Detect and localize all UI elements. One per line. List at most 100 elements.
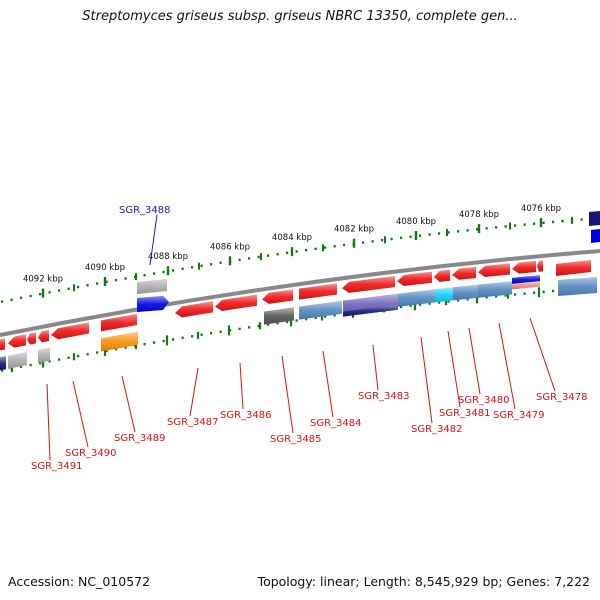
cog-box-shade [0,356,6,371]
scale-dot [48,360,51,363]
cds-arrow-shade [537,260,543,272]
scale-dot [276,322,279,325]
scale-label: 4078 kbp [459,210,499,220]
scale-label: 4076 kbp [521,204,561,214]
scale-tick-major [539,218,543,228]
gene-label: SGR_3491 [31,461,83,472]
cds-arrow-shade [452,266,476,280]
scale-dot [229,329,232,332]
gene-label-sgr-3488: SGR_3488 [119,205,171,216]
gene-label-layer: SGR_3488 SGR_3491SGR_3490SGR_3489SGR_348… [31,205,588,472]
leader-line [447,330,461,408]
cog-box-shade [8,352,27,369]
scale-dot [466,298,469,301]
scale-dot [523,292,526,295]
scale-tick-minor [506,291,510,299]
scale-dot [105,349,108,353]
cog-box-shade [343,293,398,314]
scale-dot [485,296,488,299]
scale-tick-minor [571,216,573,224]
gene-label: SGR_3482 [411,424,463,435]
cog-box-shade [299,300,342,320]
scale-tick-major [227,325,231,336]
leader-line [281,355,294,434]
scale-tick-minor [196,331,200,339]
scale-tick-minor [260,253,262,261]
scale-tick-minor [320,313,324,321]
cds-arrow-shade [512,261,536,274]
gene-block [137,296,169,312]
gene-label: SGR_3479 [493,410,545,421]
scale-dot [257,255,260,259]
scale-dot [561,219,564,223]
scale-dot [115,347,118,351]
scale-dot [96,351,99,354]
cds-arrow-shade [38,329,49,343]
scale-dot [200,333,203,336]
leader-line [189,367,199,417]
scale-dot [124,346,127,349]
gene-label: SGR_3483 [358,391,410,402]
scale-dot [162,270,165,274]
leader-line [149,214,158,266]
scale-dot [153,272,156,275]
leader-line [498,322,516,410]
scale-dot [295,250,298,253]
leader-line [420,336,433,424]
cog-box-shade [38,347,50,364]
cds-arrow-shade [262,289,293,304]
scale-tick-major [413,300,417,311]
cds-arrow-shade [397,271,432,287]
scale-label: 4086 kbp [210,242,250,252]
scale-tick-minor [10,365,14,373]
scale-dot [409,304,412,307]
gene-block [556,260,591,276]
scale-label: 4082 kbp [334,225,374,235]
gene-label: SGR_3478 [536,392,588,403]
cog-box-shade [453,284,478,301]
scale-dot [67,287,70,290]
scale-label: 4090 kbp [85,263,125,273]
scale-dot [86,353,89,356]
scale-dot [172,338,175,341]
scale-dot [542,221,545,225]
cog-box-shade [343,304,398,317]
gene-label: SGR_3490 [65,448,117,459]
scale-tick-major [228,256,232,266]
scale-dot [162,339,165,343]
genome-backbone [0,249,600,337]
scale-dot [29,294,32,298]
scale-dot [96,282,99,285]
cds-arrow-shade [0,338,5,351]
scale-dot [20,296,23,300]
accession-text: Accession: NC_010572 [8,574,151,589]
scale-dot [248,257,251,260]
scale-dot [67,356,70,359]
cds-arrow-shade [342,276,395,293]
cog-box-shade [435,287,453,303]
scale-dot [343,243,346,247]
cds-ring [0,260,543,351]
cds-arrow-shade [51,322,89,340]
scale-dot [210,332,213,335]
scale-dot [219,330,222,333]
gene-block [589,211,600,226]
cds-arrow-shade [478,263,510,278]
gene-label: SGR_3481 [439,408,491,419]
scale-tick-minor [135,273,137,281]
scale-label: 4084 kbp [272,233,312,243]
scale-dot [314,247,317,251]
cog-box-shade [101,331,138,352]
gene-label: SGR_3484 [310,418,362,429]
scale-tick-major [352,238,356,248]
leader-line [529,317,556,392]
scale-dot [333,314,336,317]
scale-dot [466,229,469,232]
scale-track-lower [1,285,593,373]
scale-tick-major [477,224,481,234]
scale-dot [143,342,146,346]
scale-tick-minor [258,322,262,330]
scale-dot [580,218,583,221]
